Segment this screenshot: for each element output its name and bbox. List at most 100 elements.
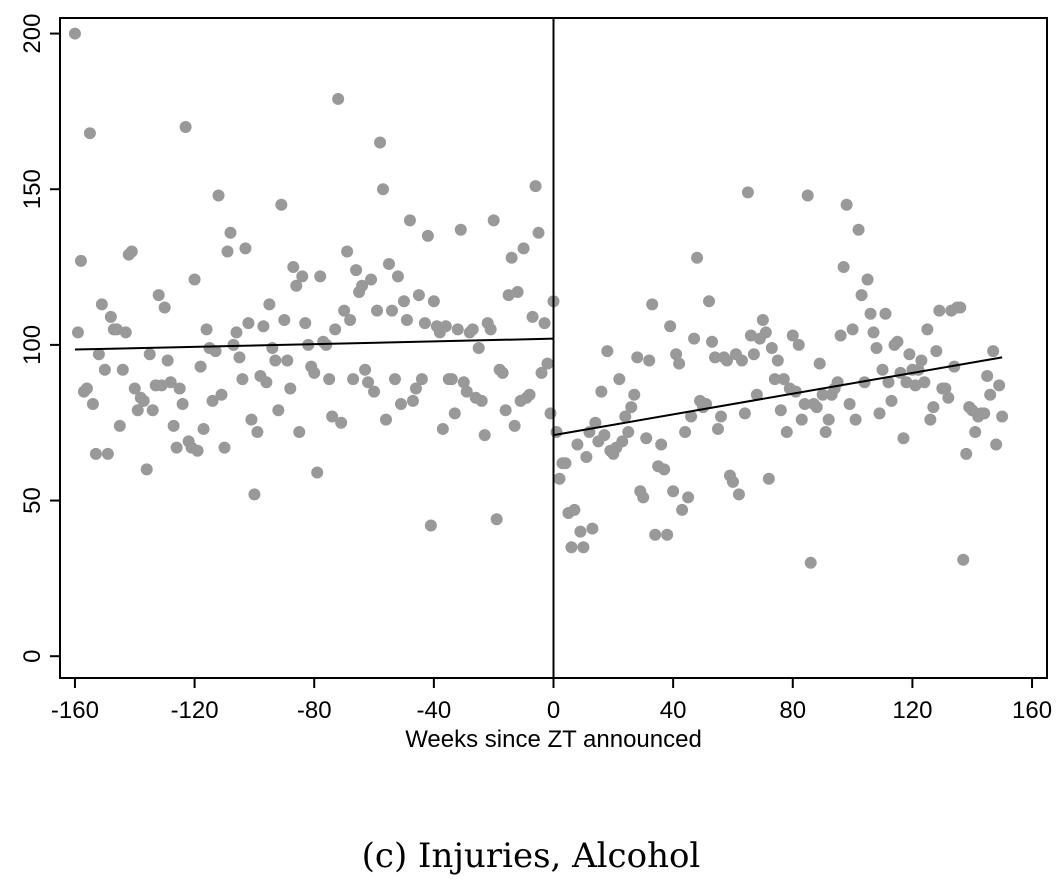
data-point xyxy=(885,394,898,407)
data-point xyxy=(242,317,255,330)
data-point xyxy=(801,189,814,202)
data-point xyxy=(673,357,686,370)
data-point xyxy=(840,198,853,211)
data-point xyxy=(804,556,817,569)
data-point xyxy=(128,382,141,395)
data-point xyxy=(948,360,961,373)
data-point xyxy=(248,488,261,501)
data-point xyxy=(116,363,129,376)
data-point xyxy=(287,261,300,274)
data-point xyxy=(445,373,458,386)
data-point xyxy=(550,426,563,439)
data-point xyxy=(915,354,928,367)
data-point xyxy=(676,503,689,516)
data-point xyxy=(436,422,449,435)
data-point xyxy=(897,432,910,445)
data-point xyxy=(598,429,611,442)
data-point xyxy=(523,388,536,401)
data-point xyxy=(466,323,479,336)
data-point xyxy=(670,348,683,361)
data-point xyxy=(391,270,404,283)
data-point xyxy=(577,541,590,554)
data-point xyxy=(616,435,629,448)
data-point xyxy=(918,376,931,389)
data-point xyxy=(344,313,357,326)
data-point xyxy=(472,342,485,354)
data-point xyxy=(263,298,276,311)
figure-caption: (c) Injuries, Alcohol xyxy=(361,836,701,876)
data-point xyxy=(747,348,760,361)
data-point xyxy=(589,416,602,429)
data-point xyxy=(383,257,395,270)
data-point xyxy=(927,401,940,414)
data-point xyxy=(397,295,410,308)
data-point xyxy=(990,438,1003,451)
data-point xyxy=(876,363,889,376)
data-point xyxy=(720,354,733,367)
data-point xyxy=(125,245,138,258)
data-point xyxy=(362,376,375,389)
data-point xyxy=(679,426,692,439)
data-point xyxy=(613,373,626,386)
data-point xyxy=(714,410,727,423)
data-point xyxy=(272,404,285,417)
data-point xyxy=(221,245,234,258)
data-point xyxy=(71,326,84,339)
data-point xyxy=(643,354,656,367)
data-point xyxy=(308,366,321,379)
data-point xyxy=(631,351,644,364)
data-point xyxy=(535,366,548,379)
data-point xyxy=(765,342,778,354)
data-point xyxy=(137,394,150,407)
data-point xyxy=(329,323,342,336)
data-point xyxy=(496,366,509,379)
data-point xyxy=(810,401,823,414)
data-point xyxy=(625,401,638,414)
data-point xyxy=(448,407,461,420)
data-point xyxy=(622,426,635,439)
data-point xyxy=(406,394,419,407)
data-point xyxy=(487,214,500,227)
data-point xyxy=(293,426,306,439)
data-point xyxy=(706,335,719,348)
data-point xyxy=(394,398,407,411)
data-point xyxy=(400,313,413,326)
data-point xyxy=(89,447,102,460)
data-point xyxy=(326,410,339,423)
data-point xyxy=(218,441,231,454)
data-point xyxy=(412,289,425,302)
x-tick-label: -120 xyxy=(171,697,219,724)
data-point xyxy=(960,447,973,460)
data-point xyxy=(891,335,904,348)
data-point xyxy=(275,198,288,211)
data-point xyxy=(565,541,578,554)
data-point xyxy=(601,345,614,358)
data-point xyxy=(98,363,111,376)
data-point xyxy=(239,242,252,255)
data-point xyxy=(335,416,348,429)
data-point xyxy=(538,317,551,330)
data-point xyxy=(212,189,225,202)
data-point xyxy=(332,92,345,105)
data-point xyxy=(290,279,303,292)
data-point xyxy=(834,329,847,342)
data-point xyxy=(83,127,96,140)
x-tick-label: 0 xyxy=(547,697,560,724)
data-point xyxy=(508,419,521,432)
scatter-chart: -160 -120 -80 -40 0 40 80 120 160 0 50 100 150 200 We… xyxy=(19,14,1052,753)
data-point xyxy=(356,279,369,292)
data-point xyxy=(260,376,273,389)
data-point xyxy=(227,338,240,351)
data-point xyxy=(457,376,470,389)
data-point xyxy=(131,404,144,417)
data-point xyxy=(299,317,312,330)
data-point xyxy=(95,298,108,311)
data-point xyxy=(377,183,390,196)
data-point xyxy=(350,264,363,277)
data-point xyxy=(700,398,713,411)
data-point xyxy=(726,475,739,488)
data-point xyxy=(861,273,874,286)
data-point xyxy=(529,180,542,193)
fit-line xyxy=(74,337,554,351)
data-point xyxy=(230,326,243,339)
